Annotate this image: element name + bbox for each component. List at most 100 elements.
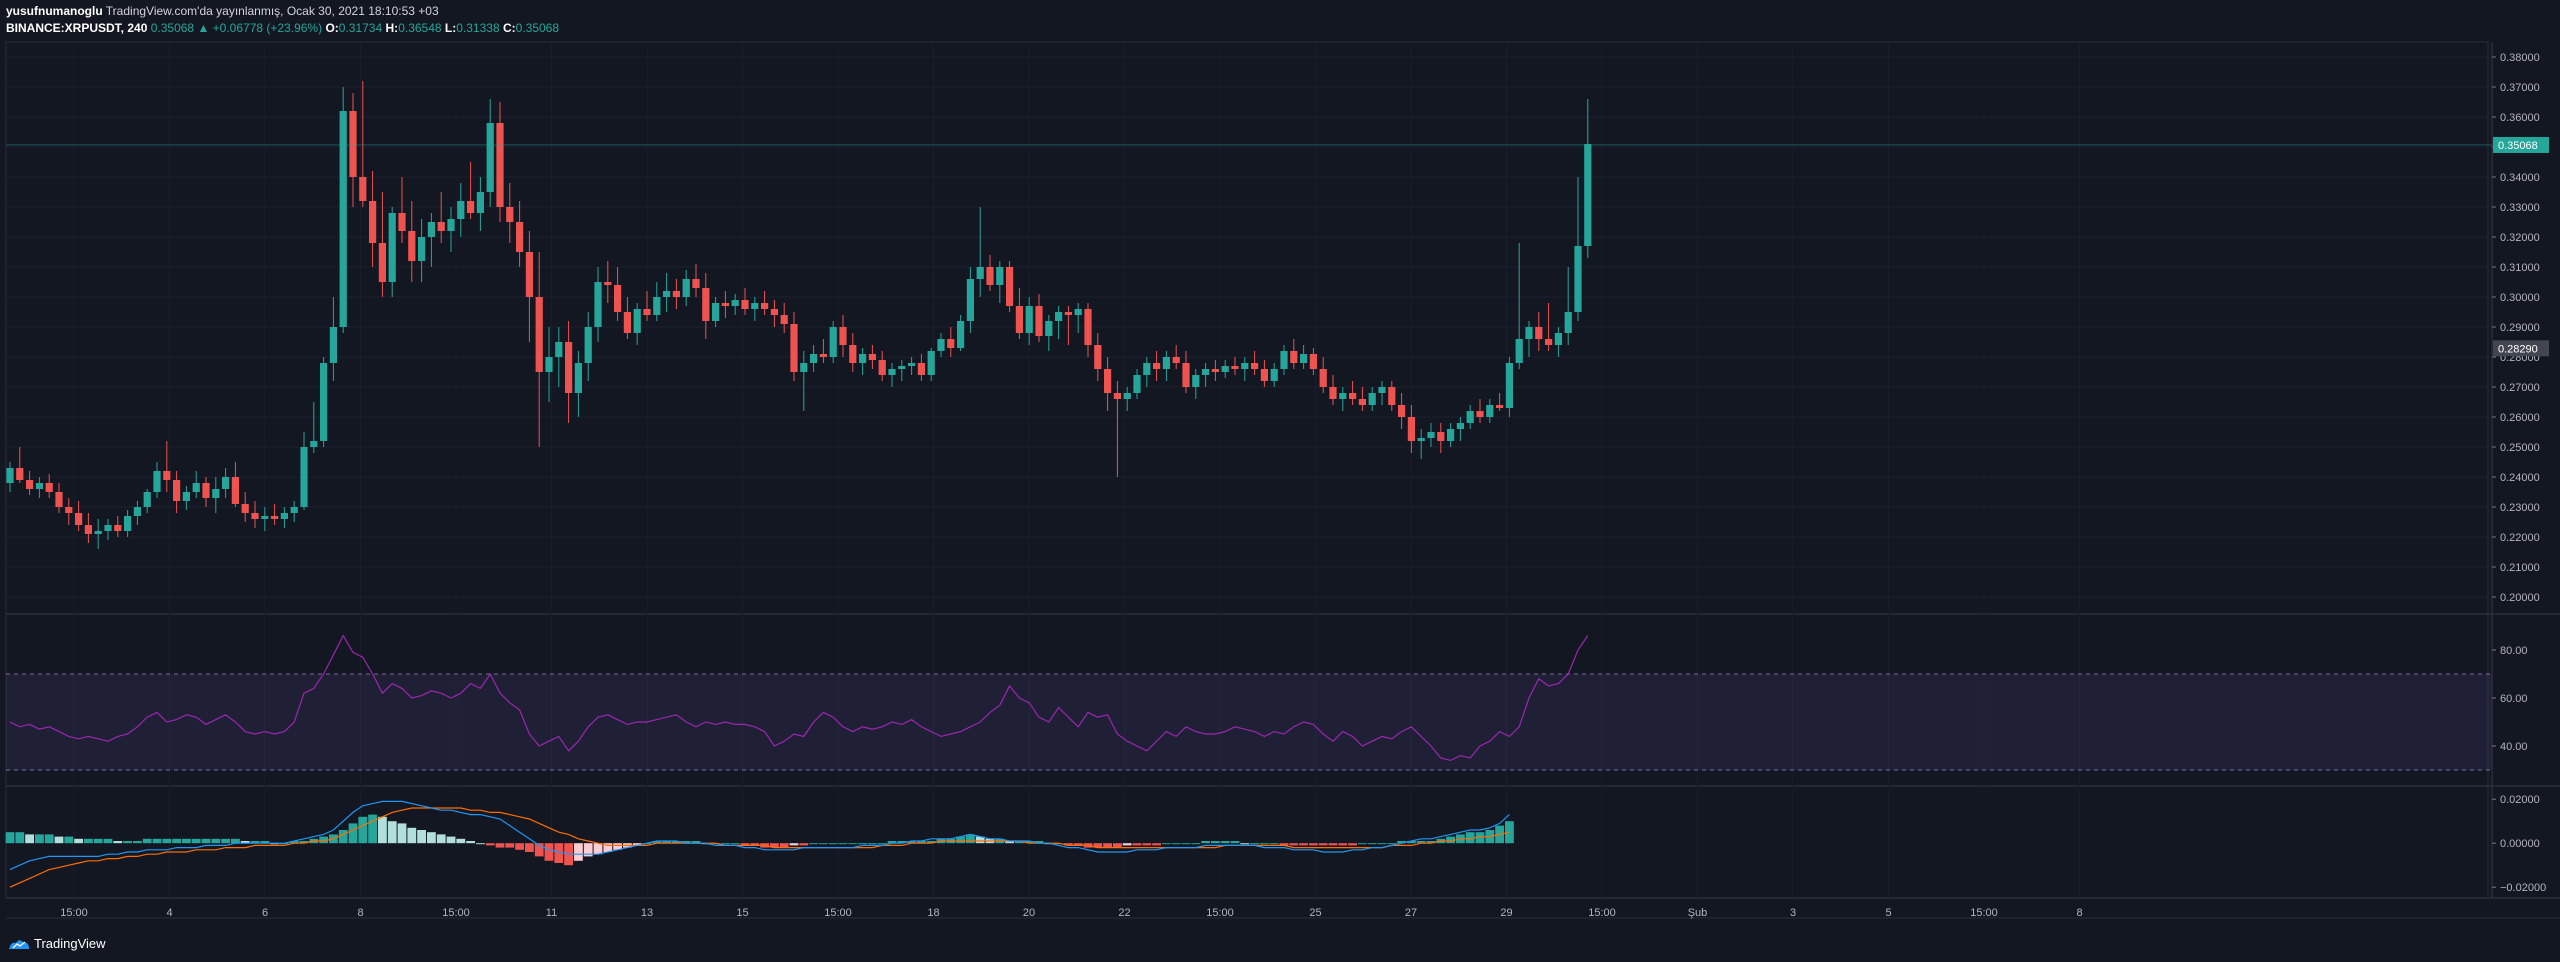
candle-body <box>1515 339 1523 363</box>
macd-histogram-bar <box>74 838 83 844</box>
candle-body <box>1035 306 1043 336</box>
candle-body <box>525 252 533 297</box>
time-tick-label: 15:00 <box>1206 907 1234 919</box>
candle-body <box>486 123 494 192</box>
time-tick-label: 8 <box>357 907 363 919</box>
price-tick-label: 0.27000 <box>2500 382 2540 394</box>
macd-histogram-bar <box>681 841 691 844</box>
candle-body <box>1447 429 1455 441</box>
candle-body <box>1241 363 1249 369</box>
macd-histogram-bar <box>387 821 397 844</box>
time-tick-label: 5 <box>1885 907 1891 919</box>
candle-body <box>1153 363 1161 369</box>
candle-body <box>143 492 151 507</box>
macd-histogram-bar <box>1338 843 1348 846</box>
candle-body <box>437 222 445 231</box>
macd-histogram-bar <box>779 843 789 848</box>
candle-body <box>937 339 945 351</box>
candle-body <box>1456 423 1464 429</box>
price-tick-label: 0.36000 <box>2500 112 2540 124</box>
high-label: H: <box>385 21 399 35</box>
macd-histogram-bar <box>1211 841 1220 844</box>
candle-body <box>614 285 622 312</box>
macd-histogram-bar <box>1367 843 1377 845</box>
time-tick-label: 15:00 <box>442 907 470 919</box>
candle-body <box>976 267 984 279</box>
macd-histogram-bar <box>721 843 730 845</box>
close-value: 0.35068 <box>515 21 560 35</box>
reference-price-tag <box>2493 340 2549 357</box>
candle-body <box>16 468 24 480</box>
candle-body <box>555 342 563 357</box>
candle-body <box>584 327 592 363</box>
macd-histogram-bar <box>574 843 583 861</box>
macd-histogram-bar <box>436 834 446 844</box>
candle-body <box>800 363 808 372</box>
footer-brand[interactable]: TradingView <box>8 936 106 951</box>
macd-histogram-bar <box>133 841 142 844</box>
candle-body <box>133 507 141 516</box>
macd-histogram-bar <box>956 836 965 844</box>
candle-body <box>1349 393 1357 399</box>
macd-histogram-bar <box>456 838 466 844</box>
macd-histogram-bar <box>397 823 407 844</box>
candle-body <box>1055 312 1063 321</box>
macd-histogram-bar <box>378 816 387 844</box>
macd-histogram-bar <box>182 838 191 844</box>
macd-histogram-bar <box>1073 843 1083 846</box>
candle-body <box>545 357 553 372</box>
macd-histogram-bar <box>231 838 240 844</box>
candle-body <box>1202 369 1210 375</box>
candle-body <box>663 291 671 297</box>
price-change: ▲ +0.06778 (+23.96%) <box>197 21 323 35</box>
candle-body <box>94 531 102 534</box>
candle-body <box>643 309 651 315</box>
candle-body <box>957 321 965 348</box>
candle-body <box>1172 357 1180 363</box>
candle-body <box>467 201 475 213</box>
macd-histogram-bar <box>907 841 916 844</box>
macd-line <box>9 800 1510 871</box>
candle-body <box>153 471 161 492</box>
macd-histogram-bar <box>1446 836 1455 844</box>
candle-body <box>1505 363 1513 408</box>
macd-histogram-bar <box>799 843 809 846</box>
price-tick-label: 0.37000 <box>2500 82 2540 94</box>
macd-histogram-bar <box>966 834 975 844</box>
candle-body <box>1290 351 1298 363</box>
candle-body <box>1309 354 1317 369</box>
last-price: 0.35068 <box>150 21 195 35</box>
macd-histogram-bar <box>1416 841 1426 844</box>
macd-histogram-bar <box>525 843 534 852</box>
macd-histogram-bar <box>1328 843 1338 846</box>
macd-histogram-bar <box>877 843 887 845</box>
rsi-tick-label: 40.00 <box>2500 741 2528 753</box>
macd-histogram-bar <box>662 841 671 844</box>
candle-body <box>898 366 906 369</box>
candle-body <box>623 312 631 333</box>
symbol-title: BINANCE:XRPUSDT, 240 <box>6 21 148 35</box>
macd-histogram-bar <box>828 843 838 845</box>
candle-body <box>712 303 720 321</box>
candle-body <box>761 303 769 309</box>
macd-histogram-bar <box>1015 841 1024 844</box>
candle-body <box>516 222 524 252</box>
time-tick-label: 4 <box>166 907 172 919</box>
candle-body <box>359 177 367 201</box>
macd-histogram-bar <box>5 832 15 844</box>
candle-body <box>908 363 916 366</box>
macd-tick-label: 0.02000 <box>2500 794 2540 806</box>
publish-info: yusufnumanoglu TradingView.com'da yayınl… <box>6 4 439 18</box>
author-name[interactable]: yusufnumanoglu <box>6 4 103 18</box>
time-tick-label: 8 <box>2076 907 2082 919</box>
price-tick-label: 0.29000 <box>2500 322 2540 334</box>
candle-body <box>310 441 318 447</box>
candle-body <box>84 525 92 534</box>
macd-histogram-bar <box>1250 843 1259 845</box>
macd-histogram-bar <box>1309 843 1318 846</box>
macd-histogram-bar <box>868 843 877 845</box>
macd-histogram-bar <box>858 843 867 845</box>
candle-body <box>1192 375 1200 387</box>
candle-body <box>1574 246 1582 312</box>
